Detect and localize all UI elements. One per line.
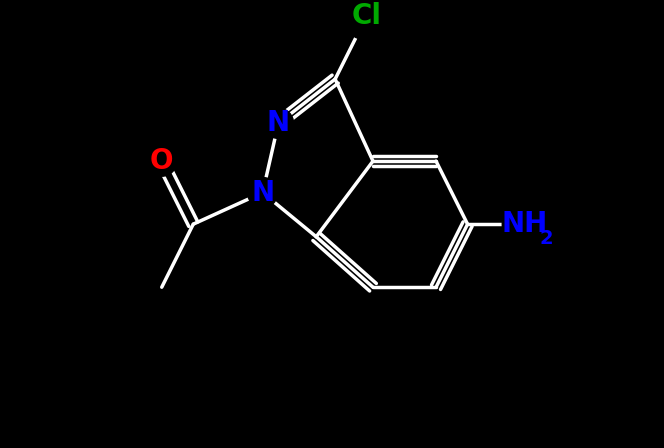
Text: NH: NH <box>501 210 547 238</box>
Circle shape <box>343 0 390 40</box>
Circle shape <box>263 108 293 138</box>
Text: 2: 2 <box>540 228 553 248</box>
Circle shape <box>147 146 177 176</box>
Text: Cl: Cl <box>352 2 382 30</box>
Text: O: O <box>150 147 173 175</box>
Circle shape <box>502 196 559 253</box>
Text: N: N <box>267 109 290 137</box>
Text: N: N <box>251 179 274 207</box>
Circle shape <box>248 177 278 208</box>
